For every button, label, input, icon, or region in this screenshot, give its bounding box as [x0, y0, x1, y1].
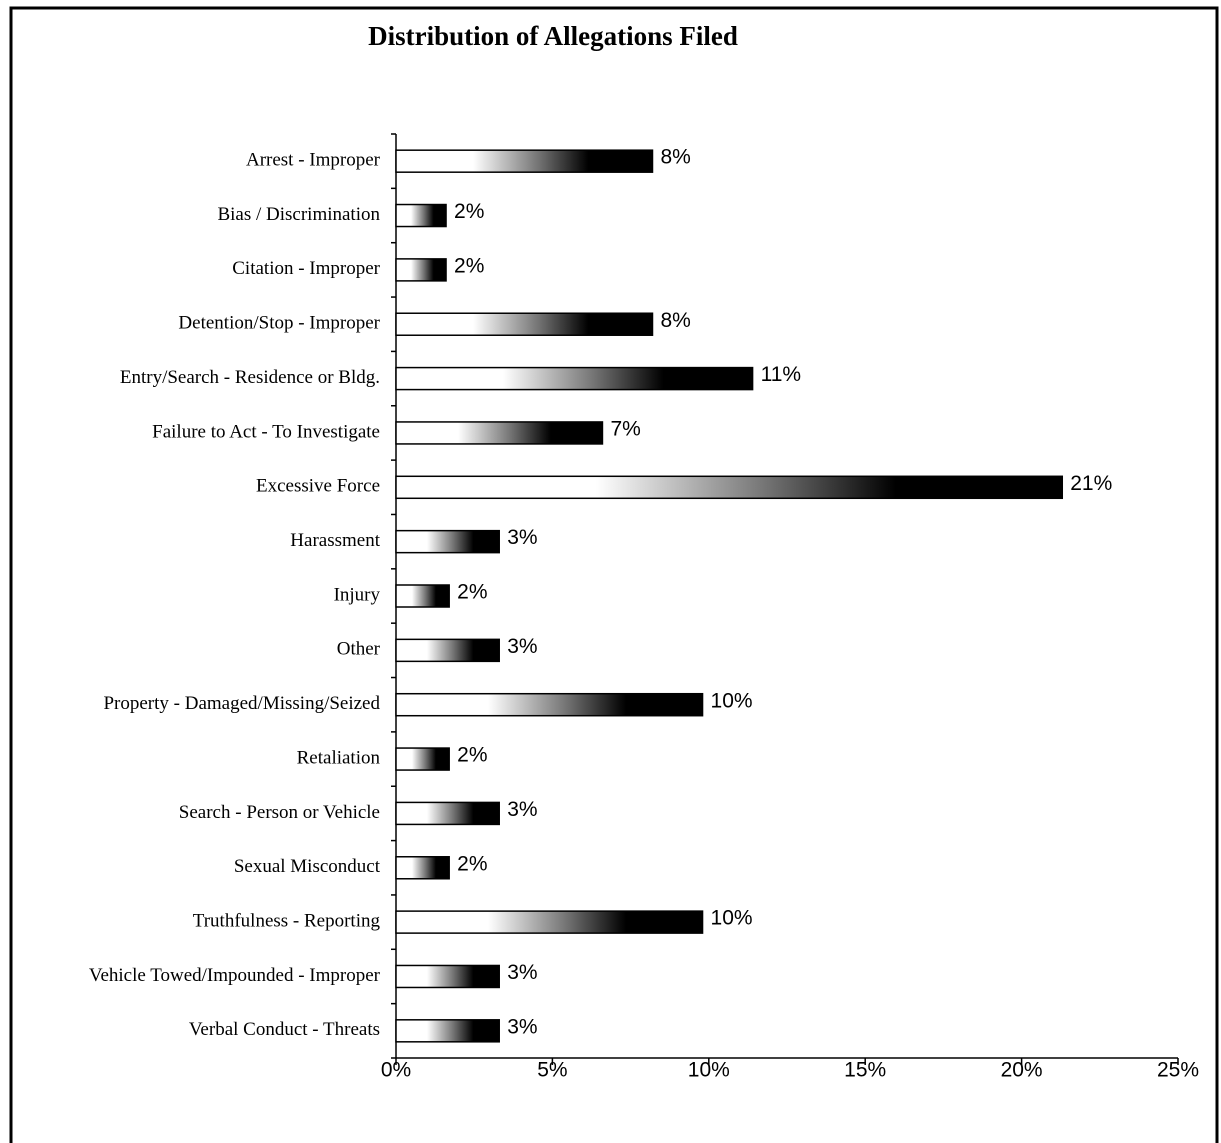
bar	[395, 366, 754, 391]
y-tick-label: Search - Person or Vehicle	[179, 802, 380, 823]
value-label: 10%	[711, 689, 753, 712]
value-label: 3%	[507, 526, 537, 549]
value-label: 2%	[457, 744, 487, 767]
bar	[395, 910, 704, 934]
y-tick-label: Excessive Force	[256, 476, 380, 497]
bar	[395, 1019, 500, 1043]
bar	[395, 801, 500, 826]
y-tick-label: Sexual Misconduct	[234, 856, 381, 877]
x-tick-label: 20%	[1001, 1059, 1043, 1082]
bar	[395, 584, 450, 608]
y-tick-label: Retaliation	[297, 747, 381, 768]
value-label: 21%	[1070, 472, 1112, 495]
value-label: 3%	[507, 635, 537, 658]
x-tick-label: 0%	[381, 1059, 411, 1082]
value-label: 11%	[761, 363, 801, 386]
value-label: 8%	[660, 309, 690, 332]
bar	[395, 964, 500, 989]
chart-title: Distribution of Allegations Filed	[368, 21, 738, 51]
x-tick-label: 25%	[1157, 1059, 1199, 1082]
y-tick-label: Detention/Stop - Improper	[178, 313, 380, 334]
y-tick-label: Citation - Improper	[232, 258, 380, 279]
value-label: 10%	[711, 907, 753, 930]
value-label: 2%	[454, 200, 484, 223]
y-tick-label: Verbal Conduct - Threats	[189, 1019, 380, 1040]
value-label: 2%	[457, 581, 487, 604]
bar	[395, 312, 654, 336]
bar	[395, 529, 500, 554]
value-label: 2%	[454, 254, 484, 277]
value-label: 3%	[507, 798, 537, 821]
frame	[9, 6, 1219, 1143]
x-tick-label: 5%	[537, 1059, 567, 1082]
x-tick-label: 15%	[844, 1059, 886, 1082]
bar	[395, 747, 450, 771]
bar	[395, 203, 447, 228]
value-label: 7%	[610, 417, 640, 440]
bar	[395, 692, 704, 717]
value-label: 3%	[507, 1015, 537, 1038]
bar	[395, 421, 604, 445]
y-tick-label: Entry/Search - Residence or Bldg.	[120, 367, 380, 388]
bar	[395, 258, 447, 282]
value-label: 2%	[457, 852, 487, 875]
value-label: 8%	[660, 146, 690, 169]
y-tick-label: Bias / Discrimination	[217, 204, 380, 225]
bar	[395, 638, 500, 663]
y-tick-label: Failure to Act - To Investigate	[152, 421, 380, 442]
value-label: 3%	[507, 961, 537, 984]
y-tick-label: Other	[337, 639, 381, 660]
y-tick-label: Vehicle Towed/Impounded - Improper	[89, 965, 381, 986]
y-tick-label: Harassment	[290, 530, 380, 551]
y-tick-label: Property - Damaged/Missing/Seized	[103, 693, 380, 714]
y-tick-label: Arrest - Improper	[246, 150, 381, 171]
x-tick-label: 10%	[688, 1059, 730, 1082]
y-tick-label: Truthfulness - Reporting	[193, 910, 381, 931]
bar	[395, 856, 450, 880]
bar	[395, 149, 654, 173]
y-tick-label: Injury	[334, 584, 381, 605]
bar	[395, 475, 1064, 500]
